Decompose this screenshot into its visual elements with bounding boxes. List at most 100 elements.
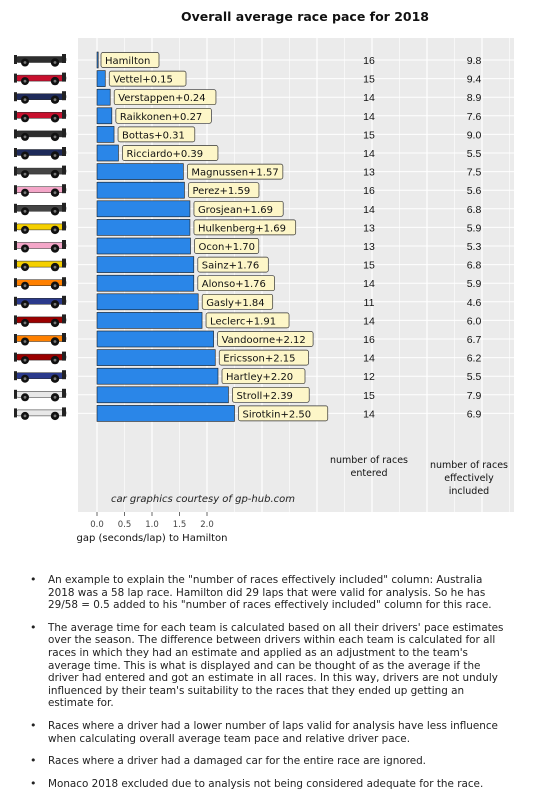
races-effective-header: number of races effectively included [430,460,508,497]
bar-label: Hulkenberg+1.69 [198,223,286,234]
bar-label-box [113,89,217,106]
car-icon [14,147,67,160]
bar [96,70,106,87]
bar [96,312,203,329]
bar [96,367,219,385]
bar [96,237,191,255]
bar-labels: Hamilton Vettel+0.15 Verstappen+0.24 Raikko… [100,52,329,422]
car-icon [14,333,67,346]
bar [96,330,214,348]
races-effective-value: 5.9 [467,222,482,234]
bar [96,51,99,69]
races-effective-value: 6.8 [467,260,482,272]
bar [96,181,185,199]
car-icon [14,184,67,197]
bar-label: Raikkonen+0.27 [120,112,202,123]
races-entered-column: 16 15 14 14 15 14 13 16 14 13 13 15 14 11 14 16 14 12 15 14 [363,55,375,420]
car-icon [14,91,67,104]
races-entered-value: 11 [364,297,375,309]
bar-label: Magnussen+1.57 [191,168,278,179]
chart-title: Overall average race pace for 2018 [181,9,429,24]
races-effective-value: 5.5 [467,148,482,160]
races-effective-value: 6.0 [467,315,482,327]
races-effective-value: 4.6 [467,297,482,309]
races-entered-value: 14 [363,204,375,216]
note-item: The average time for each team is calcul… [30,622,510,710]
races-effective-value: 7.6 [467,111,482,123]
bar-label: Alonso+1.76 [202,279,266,290]
races-effective-value: 9.0 [467,129,482,141]
bar-label: Bottas+0.31 [122,130,185,141]
bar-label: Hartley+2.20 [226,372,293,383]
races-effective-value: 5.3 [467,241,482,253]
car-icons [14,54,67,421]
bar-label-box [238,405,329,422]
bar-label: Ericsson+2.15 [223,354,295,365]
bar-label: Perez+1.59 [192,186,250,197]
races-entered-value: 14 [363,111,375,123]
races-effective-value: 5.5 [467,371,482,383]
note-item: Races where a driver had a lower number … [30,720,510,745]
bar [96,144,119,162]
bar [96,126,115,143]
races-entered-value: 13 [363,222,375,234]
credit-text: car graphics courtesy of gp-hub.com [111,494,295,505]
races-effective-value: 9.8 [467,55,482,67]
car-icon [14,109,67,123]
races-entered-header: number of races entered [330,455,408,479]
x-tick-label: 0.0 [90,520,104,530]
bar-label-box [188,182,260,199]
races-entered-value: 13 [363,241,375,253]
races-effective-value: 6.8 [467,204,482,216]
races-effective-value: 5.6 [467,185,482,197]
bar-label: Sainz+1.76 [202,261,259,272]
x-tick-label: 1.0 [145,520,159,530]
bar-label-box [201,293,274,310]
bar-label: Ricciardo+0.39 [126,149,203,160]
notes-list: An example to explain the "number of rac… [30,574,510,800]
races-entered-value: 15 [363,74,375,86]
races-entered-value: 14 [363,315,375,327]
races-entered-value: 16 [363,334,375,346]
x-tick-label: 0.5 [118,520,132,530]
bar-label-box [187,163,284,180]
bar [96,200,191,218]
bar [96,163,184,180]
races-effective-value: 7.9 [467,390,482,402]
bar [96,219,191,236]
bar-label-box [108,70,187,87]
bar-label-box [193,219,297,236]
bar-label-box [194,238,260,254]
car-icon [14,351,67,365]
car-icon [14,407,67,421]
bar [96,274,195,292]
note-item: Monaco 2018 excluded due to analysis not… [30,778,510,791]
races-entered-value: 15 [363,129,375,141]
races-effective-value: 6.2 [467,353,482,365]
x-axis-label: gap (seconds/lap) to Hamilton [76,533,227,544]
bar-label: Hamilton [105,56,150,67]
races-effective-column: 9.8 9.4 8.9 7.6 9.0 5.5 7.5 5.6 6.8 5.9 5.3 6.8 5.9 4… [467,55,482,420]
races-effective-value: 6.7 [467,334,482,346]
car-icon [14,370,67,383]
races-effective-value: 6.9 [467,408,482,420]
bar-label-box [197,256,269,273]
races-effective-value: 9.4 [467,74,482,86]
x-tick-label: 2.0 [200,520,214,530]
races-entered-value: 16 [363,55,375,67]
bar-label: Ocon+1.70 [199,242,255,253]
races-entered-value: 16 [363,185,375,197]
car-icon [14,295,67,309]
car-icon [14,240,67,253]
bar-label-box [122,145,219,161]
bar-label-box [221,368,306,385]
car-icon [14,388,67,402]
car-icon [14,314,67,328]
note-item: An example to explain the "number of rac… [30,574,510,612]
races-entered-value: 14 [363,408,375,420]
bar-label-box [193,200,284,217]
car-icon [14,202,67,216]
note-item: Races where a driver had a damaged car f… [30,755,510,768]
bar [96,107,113,125]
bar-label-box [100,52,160,68]
